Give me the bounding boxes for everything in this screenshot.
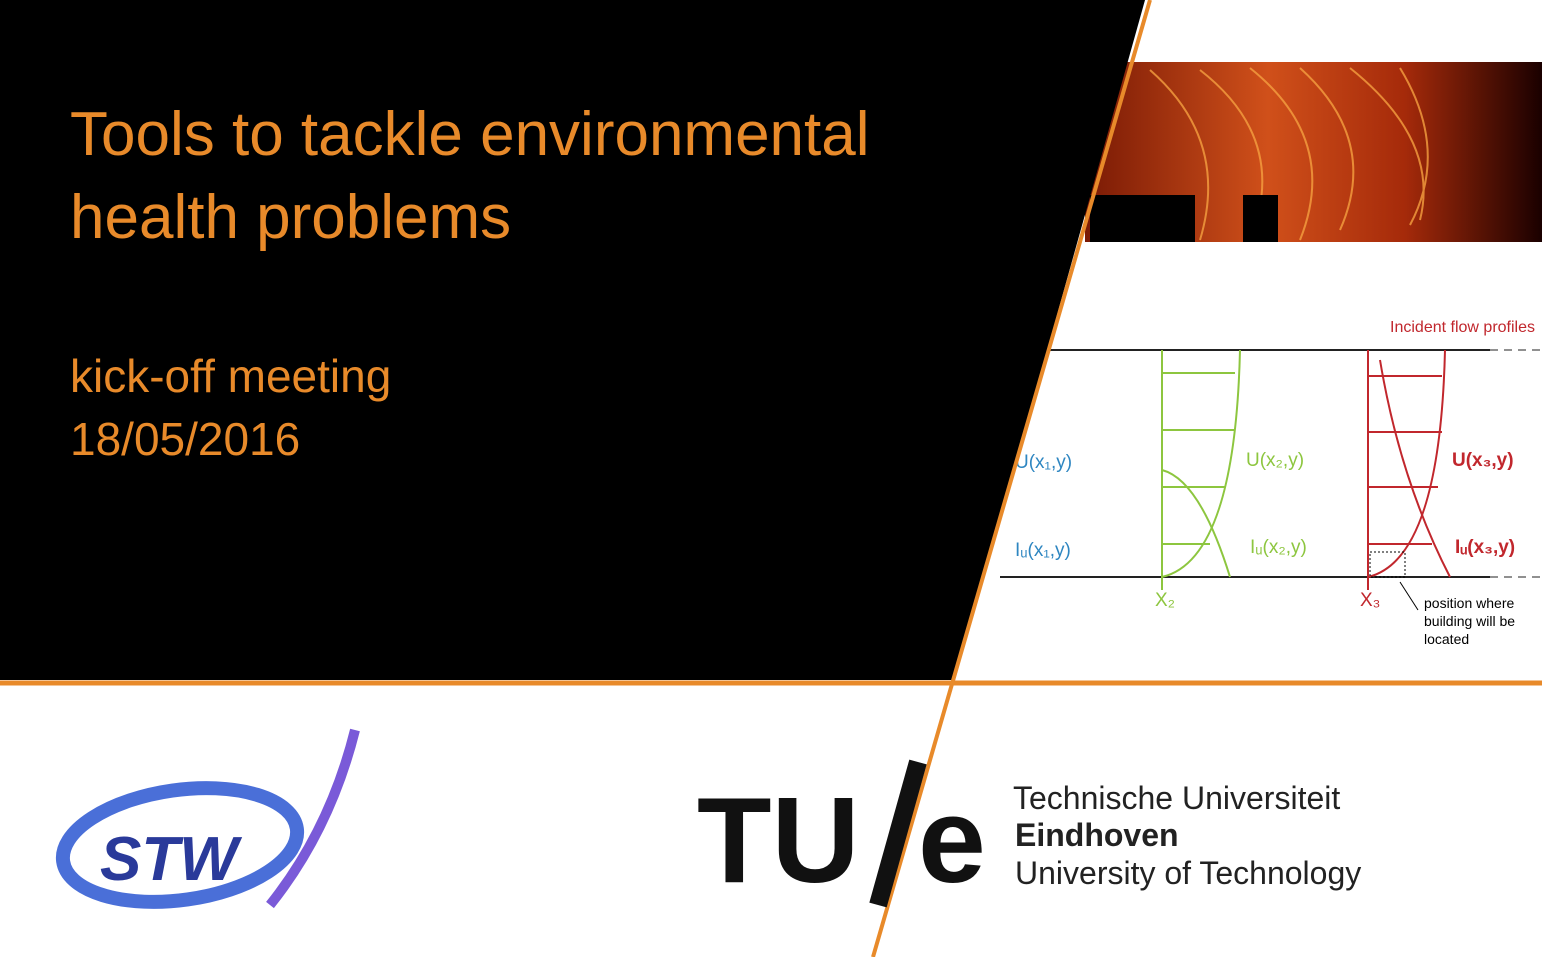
label: X₃	[1360, 590, 1380, 611]
tue-name: Eindhoven	[1015, 817, 1179, 853]
tue-name: University of Technology	[1015, 855, 1361, 891]
tue-name: Technische Universiteit	[1013, 780, 1340, 816]
label: Iᵤ(x₂,y)	[1250, 537, 1307, 558]
label: Iᵤ(x₁,y)	[1015, 540, 1071, 561]
title: Tools to tackle environmental	[70, 100, 870, 169]
label: U(x₃,y)	[1452, 450, 1514, 471]
subtitle: kick-off meeting	[70, 350, 391, 402]
profile-x3	[1367, 349, 1451, 590]
date: 18/05/2016	[70, 413, 300, 465]
flow-diagram: Incident flow profiles U(x₁,y) Iᵤ(x₁,y) …	[1000, 319, 1542, 647]
annotation-arrow	[1399, 581, 1419, 611]
diagonal-line	[871, 0, 1152, 957]
profile-x2	[1161, 349, 1241, 590]
stw-text: STW	[100, 825, 242, 894]
building-box	[1369, 551, 1406, 578]
title-panel	[0, 0, 1145, 680]
annotation: located	[1424, 631, 1469, 647]
label: Iᵤ(x₃,y)	[1455, 537, 1515, 558]
tue-slash	[869, 759, 927, 908]
tue-logo: TU e Technische Universiteit Eindhoven U…	[697, 759, 1361, 908]
tue-mark: e	[918, 772, 986, 908]
legend: Incident flow profiles	[1390, 319, 1535, 336]
annotation: position where	[1424, 595, 1514, 611]
tue-mark: TU	[697, 772, 860, 908]
annotation: building will be	[1424, 613, 1515, 629]
label: X₂	[1155, 590, 1175, 611]
heatmap-arcs	[1149, 67, 1429, 241]
heatmap-block	[1090, 195, 1195, 242]
label: U(x₂,y)	[1246, 450, 1304, 471]
title: health problems	[70, 183, 511, 252]
stw-logo: STW	[55, 728, 360, 909]
label: U(x₁,y)	[1015, 452, 1072, 473]
heatmap-block	[1243, 195, 1278, 242]
